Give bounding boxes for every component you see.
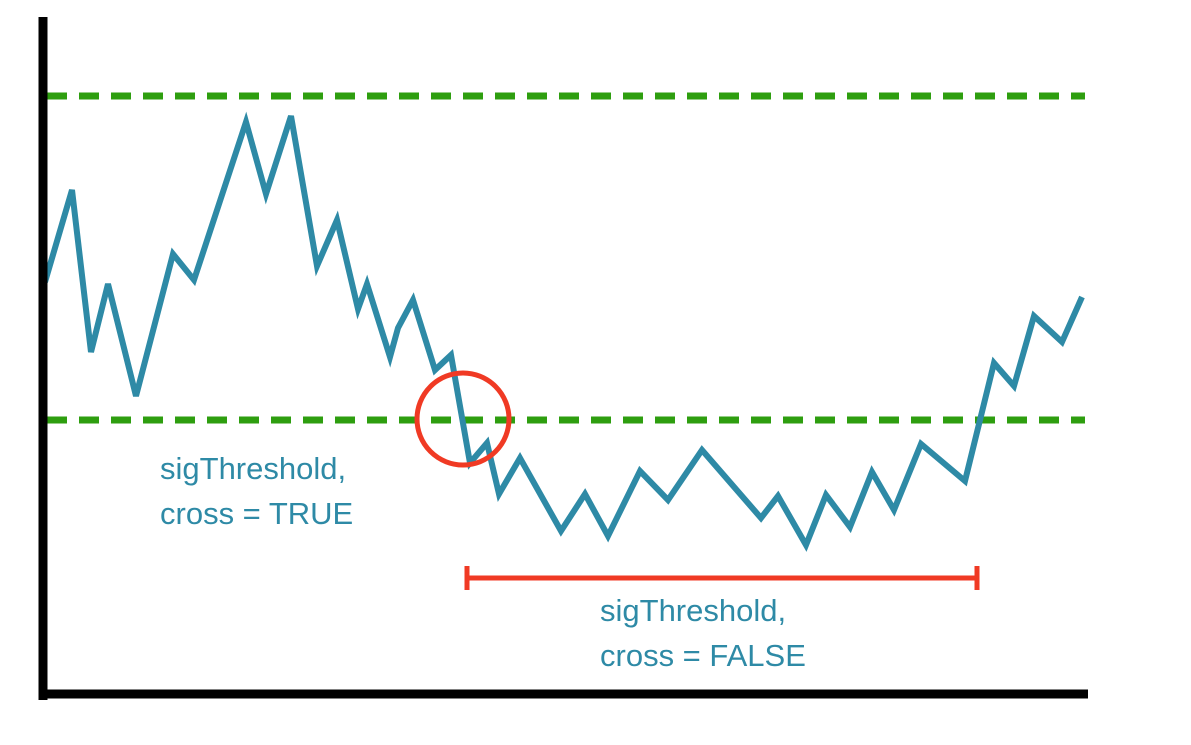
cross-true-label-line1: sigThreshold, — [160, 451, 347, 486]
no-cross-range-bracket — [464, 566, 980, 590]
cross-true-label-line2: cross = TRUE — [160, 495, 354, 531]
cross-false-label: sigThreshold, cross = FALSE — [600, 589, 806, 679]
cross-false-label-line1: sigThreshold, — [600, 593, 787, 628]
cross-false-label-line2: cross = FALSE — [600, 637, 806, 673]
signal-line — [42, 111, 1085, 552]
cross-true-label: sigThreshold, cross = TRUE — [160, 447, 353, 537]
cross-highlight-circle — [414, 370, 512, 468]
